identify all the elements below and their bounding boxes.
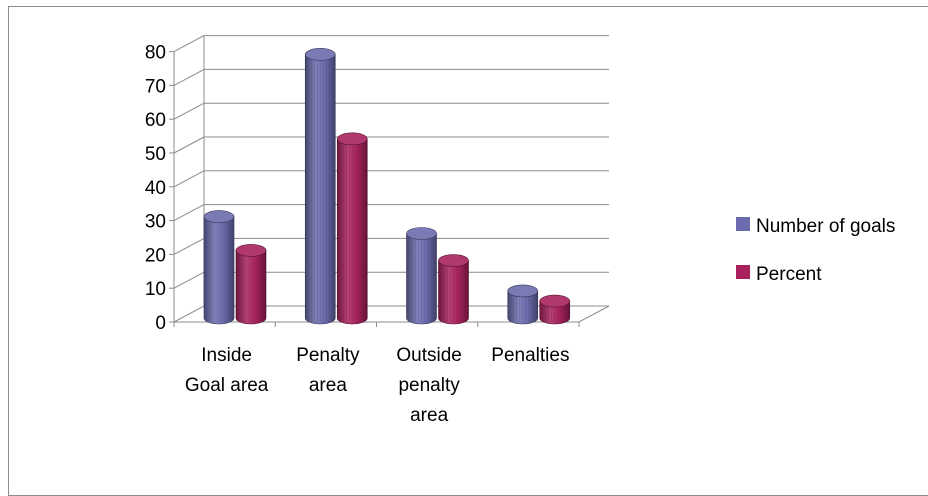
legend-label: Percent bbox=[756, 264, 822, 285]
x-category-label: Penalties bbox=[491, 345, 569, 366]
gridline-diagonal bbox=[173, 68, 205, 86]
bar-goals bbox=[203, 210, 235, 325]
bar-percent bbox=[539, 294, 571, 325]
y-tick-label: 60 bbox=[145, 110, 166, 131]
bar-top bbox=[203, 210, 235, 223]
bar-goals bbox=[304, 48, 336, 325]
gridlines bbox=[173, 35, 609, 289]
gridline-diagonal bbox=[173, 204, 205, 222]
y-tick-label: 80 bbox=[145, 43, 166, 64]
gridline-diagonal bbox=[173, 35, 205, 53]
x-category-label: Inside Goal area bbox=[185, 345, 269, 396]
bar-percent bbox=[438, 254, 469, 325]
bar-top bbox=[235, 244, 267, 257]
y-tick-label: 40 bbox=[145, 178, 166, 199]
y-tick-label: 0 bbox=[155, 313, 166, 334]
y-axis-ticks: 0 10 20 30 40 50 60 70 80 bbox=[145, 43, 174, 334]
y-tick-label: 20 bbox=[145, 245, 166, 266]
gridline-diagonal bbox=[173, 102, 205, 120]
y-tick-label: 50 bbox=[145, 144, 166, 165]
bar-top bbox=[304, 48, 336, 61]
bar-top bbox=[507, 284, 539, 298]
bar-top bbox=[406, 227, 437, 240]
legend-item-percent: Percent bbox=[736, 264, 822, 285]
bar-top bbox=[336, 132, 368, 146]
legend: Number of goals Percent bbox=[736, 216, 895, 285]
bar-goals bbox=[507, 284, 539, 325]
gridline-diagonal bbox=[173, 237, 205, 255]
x-category-label: Penalty area bbox=[296, 345, 360, 396]
chart-frame bbox=[8, 6, 928, 496]
bar-chart: 0 10 20 30 40 50 60 70 80 Inside Goal area Penalty… bbox=[145, 35, 895, 426]
y-tick-label: 30 bbox=[145, 212, 166, 233]
gridline-diagonal bbox=[173, 271, 205, 289]
bar-goals bbox=[406, 227, 437, 325]
legend-item-number-of-goals: Number of goals bbox=[736, 216, 895, 237]
y-tick-label: 10 bbox=[145, 279, 166, 300]
gridline-diagonal bbox=[173, 136, 205, 154]
bar-top bbox=[438, 254, 469, 267]
legend-label: Number of goals bbox=[756, 216, 895, 237]
legend-swatch bbox=[736, 217, 750, 231]
legend-swatch bbox=[736, 265, 750, 279]
bar-percent bbox=[336, 132, 368, 325]
x-axis-labels: Inside Goal area Penalty area Outside penalty… bbox=[173, 322, 580, 426]
bar-percent bbox=[235, 244, 267, 325]
bars bbox=[203, 48, 571, 325]
x-category-label: Outside penalty area bbox=[396, 345, 461, 426]
y-tick-label: 70 bbox=[145, 76, 166, 97]
bar-top bbox=[539, 294, 571, 308]
gridline-diagonal bbox=[173, 170, 205, 188]
